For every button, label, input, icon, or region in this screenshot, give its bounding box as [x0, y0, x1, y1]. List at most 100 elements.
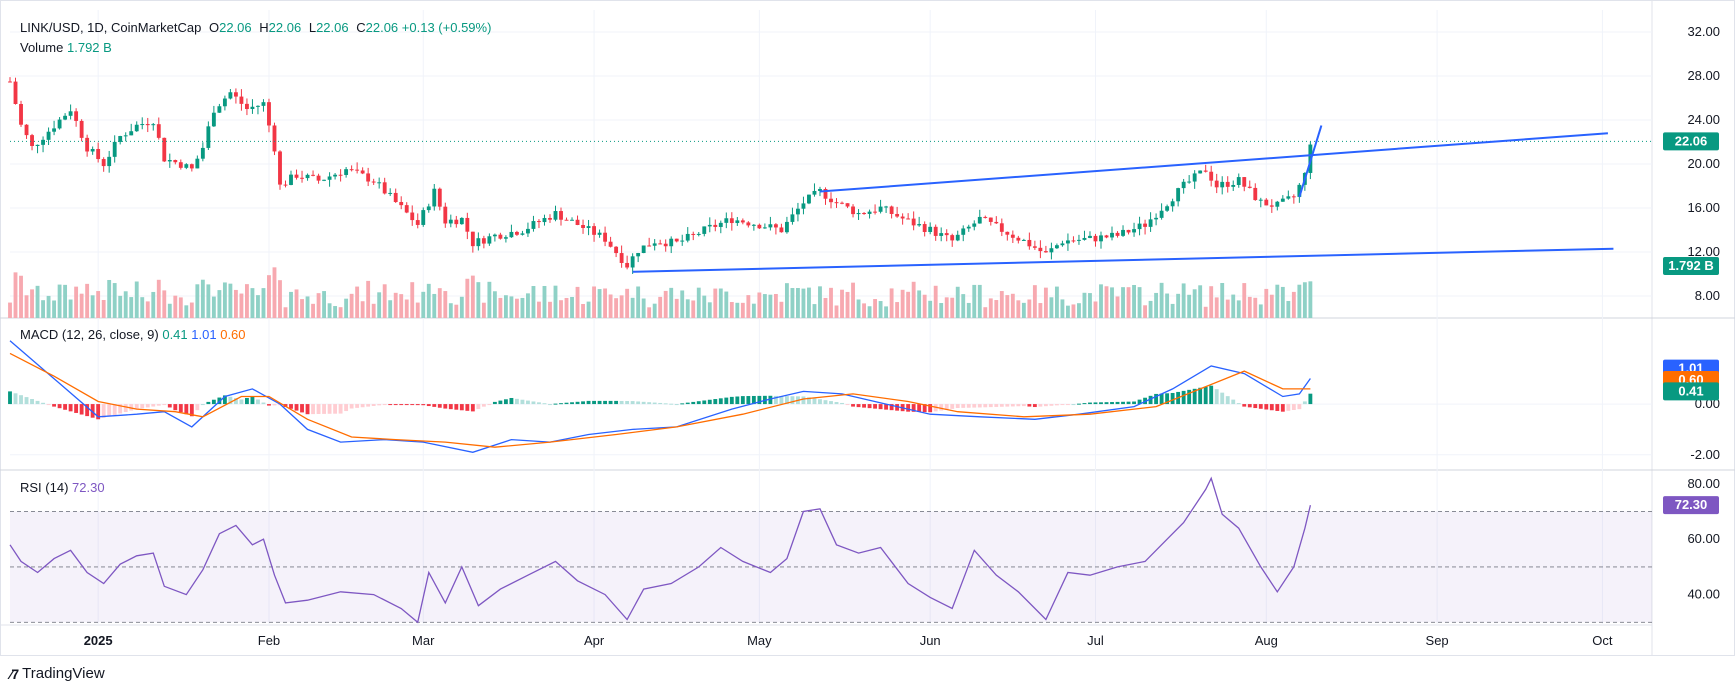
- candle: [1060, 240, 1065, 247]
- macd-hist-bar: [228, 396, 233, 405]
- candle: [1148, 212, 1153, 232]
- candle-body: [1154, 217, 1159, 220]
- candle: [454, 215, 459, 228]
- candle: [311, 170, 315, 177]
- volume-bar: [1066, 305, 1070, 318]
- candle: [245, 98, 249, 116]
- candle: [448, 214, 453, 228]
- symbol-title[interactable]: LINK/USD, 1D, CoinMarketCap: [20, 20, 202, 35]
- candle: [1269, 199, 1274, 213]
- volume-bar: [52, 300, 57, 318]
- candle: [779, 223, 784, 233]
- candle-body: [1220, 181, 1225, 188]
- volume-bar: [140, 297, 145, 318]
- macd-hist-bar: [492, 401, 497, 405]
- candle-body: [548, 217, 552, 220]
- candle: [151, 122, 156, 131]
- candle-body: [1099, 235, 1103, 242]
- volume-bar: [1016, 300, 1021, 318]
- candle-body: [1121, 229, 1125, 236]
- macd-hist-bar: [636, 401, 641, 405]
- candle-body: [955, 234, 960, 241]
- rsi-label[interactable]: RSI (14): [20, 480, 69, 495]
- volume-bar: [437, 288, 442, 318]
- candle-body: [393, 192, 398, 203]
- volume-bar: [211, 296, 216, 318]
- candle: [977, 209, 982, 224]
- macd-label[interactable]: MACD (12, 26, close, 9): [20, 327, 159, 342]
- candle: [79, 119, 84, 142]
- candle: [1115, 231, 1120, 238]
- candle-body: [222, 98, 227, 107]
- volume-bar: [647, 307, 652, 318]
- macd-hist-bar: [200, 404, 205, 406]
- tradingview-logo[interactable]: ⁄7 TradingView: [10, 665, 105, 682]
- open-value: 22.06: [219, 20, 252, 35]
- candle-body: [1297, 184, 1302, 197]
- candle-body: [1192, 173, 1197, 182]
- macd-hist-bar: [272, 404, 277, 406]
- volume-bar: [658, 296, 663, 318]
- volume-bar: [256, 295, 260, 318]
- macd-hist-bar: [1043, 404, 1048, 407]
- macd-hist-bar: [316, 404, 321, 415]
- volume-bar: [1137, 287, 1142, 318]
- candle-body: [658, 243, 663, 245]
- candle: [928, 222, 933, 235]
- candle-body: [1209, 171, 1214, 181]
- candle-body: [669, 238, 674, 247]
- volume-label[interactable]: Volume: [20, 40, 64, 55]
- macd-hist-bar: [1104, 402, 1109, 405]
- candle-body: [52, 128, 57, 132]
- volume-bar: [707, 302, 712, 318]
- candle-body: [1159, 210, 1164, 218]
- macd-hist-bar: [1187, 389, 1192, 405]
- volume-bar: [1115, 296, 1120, 318]
- candle-body: [360, 170, 365, 174]
- volume-bar: [685, 299, 690, 318]
- candle: [300, 170, 304, 183]
- macd-hist-bar: [988, 404, 993, 408]
- candle: [256, 105, 260, 115]
- open-label: O: [208, 20, 220, 35]
- volume-bar: [24, 295, 29, 318]
- volume-bar: [735, 302, 740, 318]
- candle-body: [74, 111, 79, 121]
- candle-body: [977, 216, 982, 224]
- macd-hist-bar: [1060, 404, 1065, 406]
- candle: [129, 123, 134, 136]
- macd-hist-bar: [1269, 404, 1274, 411]
- candle: [603, 226, 608, 247]
- candle-body: [718, 222, 723, 227]
- candle-body: [178, 162, 183, 168]
- volume-bar: [470, 275, 475, 318]
- volume-bar: [421, 291, 426, 318]
- candle-body: [349, 169, 354, 171]
- candle: [96, 142, 101, 163]
- macd-hist-bar: [663, 403, 668, 405]
- hist-tag-bg: [1663, 382, 1719, 401]
- volume-bar: [889, 288, 894, 318]
- candle-body: [322, 179, 327, 181]
- candle-body: [928, 226, 933, 232]
- macd-hist-bar: [553, 403, 558, 405]
- volume-bar: [784, 283, 789, 318]
- volume-bar: [1110, 287, 1114, 318]
- candle: [487, 233, 492, 246]
- volume-bar: [922, 294, 927, 318]
- macd-hist-bar: [322, 404, 327, 414]
- macd-hist-bar: [581, 401, 585, 405]
- candle: [371, 178, 376, 185]
- candle: [514, 230, 519, 236]
- macd-hist-bar: [487, 404, 492, 406]
- candle: [1286, 190, 1291, 200]
- macd-histogram: [8, 385, 1313, 420]
- macd-hist-bar: [1231, 399, 1236, 405]
- candle-body: [96, 148, 101, 160]
- candle-body: [1066, 240, 1070, 244]
- volume-bar: [933, 285, 938, 318]
- candle-body: [261, 102, 266, 106]
- macd-hist-bar: [652, 402, 657, 405]
